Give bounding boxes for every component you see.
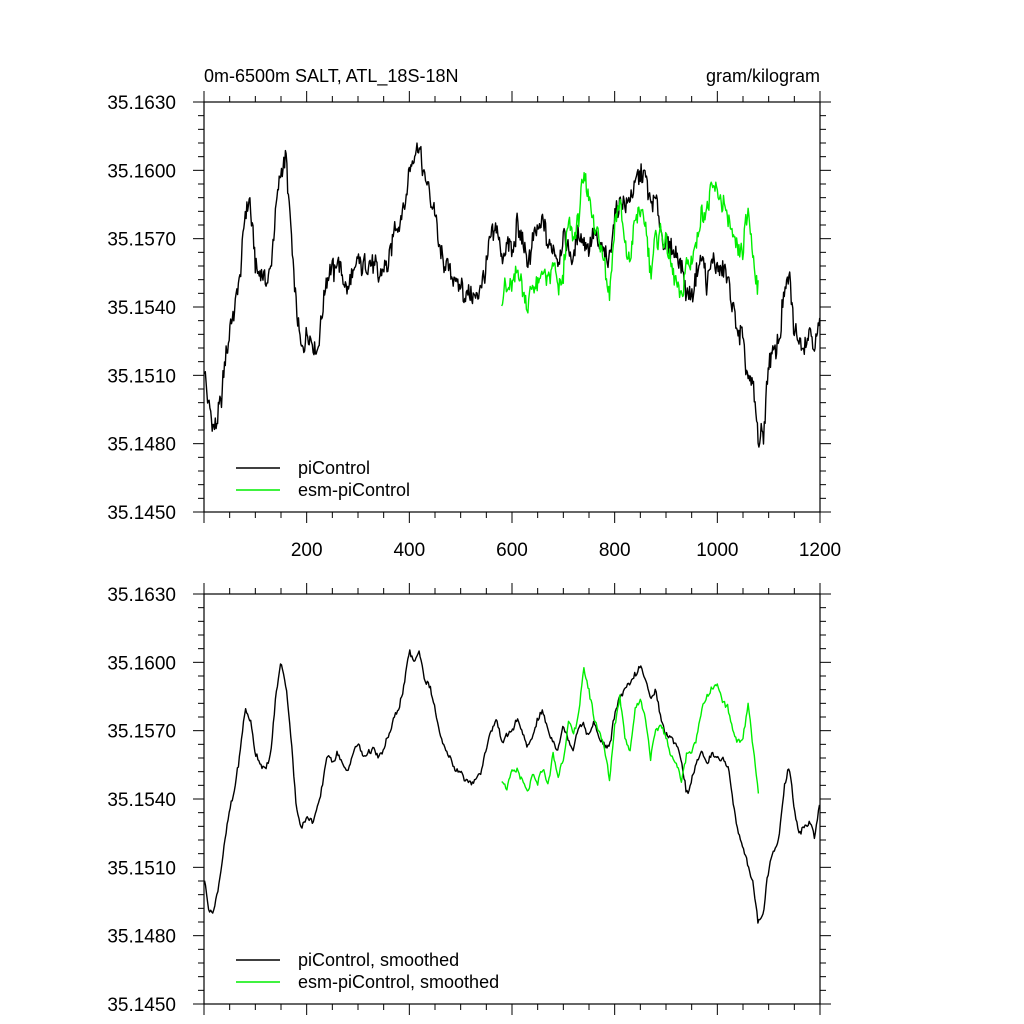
y-tick-label: 35.1450 [107, 995, 176, 1016]
x-tick-label: 600 [496, 540, 528, 561]
y-tick-label: 35.1630 [107, 93, 176, 114]
y-tick-label: 35.1600 [107, 653, 176, 674]
legend-label: esm-piControl [298, 480, 410, 500]
plot-frame [203, 593, 821, 1005]
y-tick-label: 35.1510 [107, 366, 176, 387]
y-tick-label: 35.1450 [107, 503, 176, 524]
series-line-esm-picontrol [501, 171, 759, 314]
x-tick-label: 1200 [799, 540, 841, 561]
x-tick-label: 800 [599, 540, 631, 561]
y-tick-label: 35.1480 [107, 435, 176, 456]
chart-panel-2: 35.1450 35.1480 35.1510 35.1540 35.1570 35.16… [107, 583, 831, 1016]
chart-title: 0m-6500m SALT, ATL_18S-18N [204, 66, 458, 87]
series-line-esm-picontrol [501, 667, 760, 794]
y-tick-label: 35.1630 [107, 585, 176, 606]
chart-units: gram/kilogram [706, 66, 820, 86]
y-tick-label: 35.1540 [107, 298, 176, 319]
y-tick-label: 35.1570 [107, 230, 176, 251]
legend-label: piControl [298, 458, 370, 478]
x-tick-label: 400 [393, 540, 425, 561]
x-tick-label: 1000 [696, 540, 738, 561]
legend-label: esm-piControl, smoothed [298, 972, 499, 992]
x-tick-label: 200 [291, 540, 323, 561]
y-tick-label: 35.1600 [107, 161, 176, 182]
y-tick-label: 35.1480 [107, 927, 176, 948]
y-tick-label: 35.1540 [107, 790, 176, 811]
y-tick-label: 35.1570 [107, 722, 176, 743]
series-line-picontrol [204, 649, 820, 924]
chart-panel-1: 35.1450 35.1480 35.1510 35.1540 35.1570 35.16… [107, 66, 841, 561]
y-tick-label: 35.1510 [107, 858, 176, 879]
series-line-picontrol [204, 142, 820, 448]
legend-label: piControl, smoothed [298, 950, 459, 970]
